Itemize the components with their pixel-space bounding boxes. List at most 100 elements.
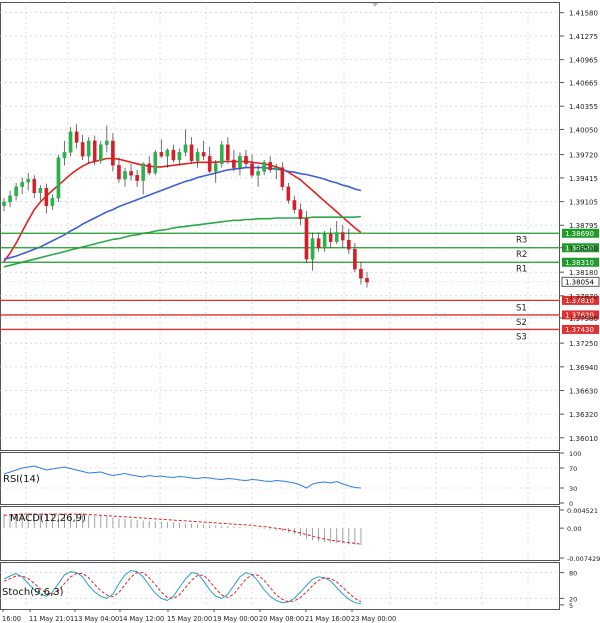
candle-body: [117, 165, 121, 180]
candle-body: [213, 163, 218, 172]
level-label-s2: S2: [516, 318, 527, 328]
stoch-frame: [0, 562, 560, 610]
rsi-tick-label: 100: [569, 450, 581, 458]
candle-body: [189, 144, 194, 161]
price-tick-label: 1.40355: [569, 103, 598, 111]
time-tick-label: 23 May 00:00: [351, 615, 396, 623]
level-price-label: 1.37620: [565, 312, 594, 320]
level-price-label: 1.37810: [565, 297, 594, 305]
candle-body: [256, 171, 260, 176]
time-tick-label: 13 May 04:00: [74, 615, 119, 623]
candle-body: [359, 268, 363, 279]
candle-body: [141, 163, 145, 181]
level-label-s1: S1: [516, 303, 527, 313]
level-price-label: 1.38690: [565, 230, 594, 238]
stoch-tick-label: 5: [569, 602, 573, 610]
candle-body: [274, 167, 279, 171]
time-tick-label: 11 May 21:01: [29, 615, 74, 623]
rsi-label: RSI(14): [3, 474, 40, 485]
price-tick-label: 1.36010: [569, 435, 598, 443]
stoch-d-line: [3, 572, 362, 603]
stoch-tick-label: 20: [569, 595, 577, 603]
price-tick-label: 1.38180: [569, 269, 598, 277]
stoch-k-line: [3, 569, 361, 605]
price-tick-label: 1.37250: [569, 340, 598, 348]
rsi-frame: [0, 452, 560, 505]
stoch-tick-label: 80: [569, 570, 577, 578]
candle-body: [219, 144, 224, 164]
price-tick-label: 1.38500: [569, 245, 598, 253]
candle-body: [298, 209, 303, 219]
current-price-label: 1.38054: [565, 279, 594, 287]
candle-body: [292, 200, 297, 210]
candle-body: [105, 140, 109, 145]
candle-body: [171, 149, 176, 161]
candle-body: [316, 238, 321, 248]
candle-body: [123, 171, 127, 180]
candle-body: [334, 232, 339, 242]
candle-body: [280, 167, 285, 187]
moving-average-line: [3, 166, 362, 260]
candle-body: [2, 201, 6, 206]
level-price-badge: [562, 324, 599, 334]
price-tick-label: 1.39415: [569, 175, 598, 183]
price-tick-label: 1.36320: [569, 411, 598, 419]
price-tick-label: 1.40665: [569, 80, 598, 88]
price-tick-label: 1.41580: [569, 10, 598, 18]
price-tick-label: 1.39105: [569, 199, 598, 207]
rsi-tick-label: 30: [569, 485, 577, 493]
price-tick-label: 1.37870: [569, 293, 598, 301]
rsi-line: [3, 465, 361, 489]
main-frame: [0, 2, 560, 451]
stoch-label: Stoch(9,6,3): [2, 587, 64, 598]
level-label-r2: R2: [516, 250, 527, 260]
candle-body: [92, 140, 97, 161]
macd-frame: [0, 506, 560, 561]
candle-body: [50, 197, 55, 206]
candle-body: [56, 157, 61, 199]
candle-body: [14, 186, 18, 197]
time-axis: 16:00 11 May 21:01 13 May 04:00 14 May 12:0…: [2, 609, 396, 623]
level-price-badge: [562, 295, 599, 305]
candle-body: [135, 175, 139, 181]
time-tick-label: 19 May 00:00: [213, 615, 258, 623]
level-price-label: 1.38500: [565, 245, 594, 253]
level-label-r1: R1: [516, 264, 527, 274]
candle-body: [250, 163, 254, 176]
candle-body: [177, 152, 182, 161]
time-tick-label: 20 May 08:00: [259, 615, 304, 623]
candle-body: [262, 162, 266, 172]
time-tick-label: 21 May 16:00: [305, 615, 350, 623]
rsi-tick-label: 0: [569, 500, 573, 508]
candle-body: [147, 163, 152, 174]
price-axis: 1.41580 1.41275 1.40965 1.40665 1.40355 1.400…: [372, 3, 598, 443]
price-tick-label: 1.37580: [569, 315, 598, 323]
candle-body: [86, 140, 91, 157]
candle-body: [226, 144, 230, 161]
support-resistance-levels: R3 1.38690 R2 1.38500 R1 1.38310 S1 1.37810 S2 1.…: [0, 228, 600, 342]
price-tick-label: 1.36940: [569, 364, 598, 372]
macd-tick-label: 0.00: [567, 525, 581, 533]
price-tick-label: 1.41275: [569, 33, 598, 41]
candle-body: [32, 178, 37, 194]
level-price-badge: [562, 257, 599, 267]
time-tick-label: 16:00: [2, 615, 21, 623]
rsi-tick-label: 70: [569, 465, 577, 473]
price-tick-label: 1.39720: [569, 152, 598, 160]
price-tick-label: 1.40050: [569, 126, 598, 134]
candle-body: [238, 155, 242, 168]
level-price-badge: [562, 243, 599, 253]
candle-body: [8, 195, 12, 203]
current-price-badge: [561, 276, 600, 287]
candle-body: [62, 152, 67, 158]
candle-body: [26, 178, 31, 183]
level-price-badge: [562, 228, 599, 238]
candle-body: [183, 144, 188, 153]
candle-body: [207, 155, 212, 172]
candle-body: [353, 249, 357, 270]
candle-body: [38, 188, 43, 194]
macd-tick-label: 0.004521: [567, 507, 598, 515]
level-price-badge: [562, 310, 599, 320]
candle-body: [322, 233, 327, 248]
